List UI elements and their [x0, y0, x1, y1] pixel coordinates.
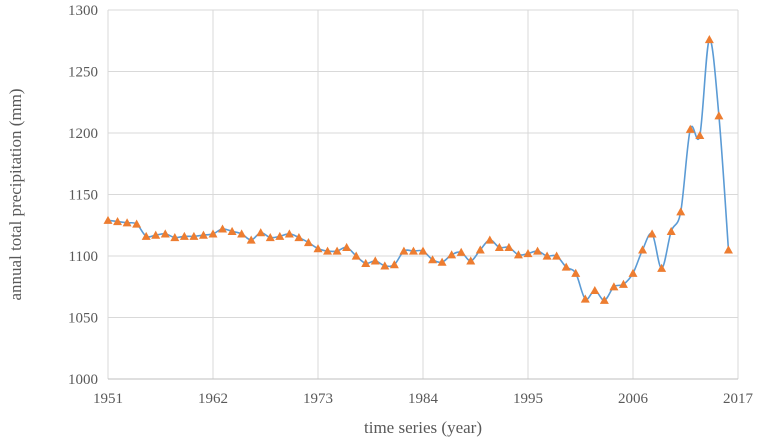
data-point — [294, 233, 304, 242]
data-point — [170, 233, 180, 242]
data-point — [676, 207, 686, 216]
x-tick-label: 1973 — [303, 391, 333, 407]
data-point — [132, 219, 142, 228]
data-point — [628, 268, 638, 277]
data-point — [256, 228, 266, 237]
data-point — [561, 262, 571, 271]
data-point — [198, 230, 208, 239]
data-point — [208, 229, 218, 238]
data-point — [399, 246, 409, 255]
data-point — [657, 263, 667, 272]
x-axis-tick-labels: 1951 1962 1973 1984 1995 2006 2017 — [93, 391, 754, 407]
data-point — [332, 246, 342, 255]
data-point — [408, 246, 418, 255]
y-tick-label: 1250 — [68, 65, 98, 81]
y-tick-label: 1300 — [68, 3, 98, 19]
data-point — [475, 245, 485, 254]
data-point — [428, 255, 438, 264]
data-point — [141, 231, 151, 240]
y-axis-tick-labels: 1000 1050 1100 1150 1200 1250 1300 — [68, 3, 98, 388]
data-point — [494, 242, 504, 251]
x-axis-title: time series (year) — [364, 418, 482, 437]
data-point — [552, 251, 562, 260]
data-point — [447, 250, 457, 259]
x-tick-label: 1951 — [93, 391, 123, 407]
data-point — [351, 251, 361, 260]
data-point — [389, 260, 399, 269]
data-point — [723, 245, 733, 254]
x-tick-label: 1984 — [408, 391, 439, 407]
data-point — [246, 235, 256, 244]
data-point — [179, 231, 189, 240]
data-point — [542, 251, 552, 260]
data-point — [342, 242, 352, 251]
y-axis-title: annual total precipitation (mm) — [6, 89, 25, 301]
data-point — [571, 268, 581, 277]
data-point — [103, 215, 113, 224]
y-tick-label: 1000 — [68, 372, 98, 388]
data-point — [647, 229, 657, 238]
data-point — [303, 237, 313, 247]
data-point — [599, 295, 609, 304]
data-point — [638, 245, 648, 254]
y-tick-label: 1200 — [68, 126, 98, 142]
data-point — [580, 294, 590, 303]
data-point — [218, 224, 228, 233]
x-tick-label: 1995 — [513, 391, 543, 407]
data-point — [523, 249, 533, 258]
data-point — [485, 235, 495, 244]
x-tick-label: 2017 — [723, 391, 754, 407]
data-point — [323, 246, 333, 255]
data-point — [122, 218, 132, 227]
data-point — [704, 35, 714, 44]
data-point — [533, 246, 543, 255]
data-point — [160, 229, 170, 238]
data-point — [456, 247, 466, 256]
data-point — [275, 231, 285, 240]
data-point — [590, 285, 600, 295]
data-point — [237, 229, 247, 238]
data-point — [695, 130, 705, 140]
data-point — [380, 261, 390, 270]
data-point — [685, 124, 695, 133]
y-tick-label: 1150 — [69, 188, 98, 204]
data-point — [370, 256, 380, 265]
data-point — [618, 279, 628, 288]
data-point — [437, 257, 447, 266]
data-point — [418, 246, 428, 255]
data-point — [361, 258, 371, 267]
data-point — [504, 242, 514, 251]
data-point — [284, 229, 294, 238]
y-tick-label: 1050 — [68, 311, 98, 327]
data-point — [466, 256, 476, 265]
data-point — [151, 230, 161, 239]
data-point — [609, 282, 619, 291]
data-point — [189, 231, 199, 240]
gridlines — [107, 9, 739, 379]
series-line — [107, 38, 730, 302]
data-point-markers — [103, 35, 733, 304]
data-point — [313, 244, 323, 253]
data-point — [265, 233, 275, 242]
data-point — [513, 250, 523, 259]
y-tick-label: 1100 — [69, 249, 98, 265]
x-tick-label: 2006 — [618, 391, 649, 407]
data-point — [666, 226, 676, 235]
data-point — [227, 226, 237, 235]
data-point — [714, 111, 724, 120]
data-point — [113, 217, 123, 226]
x-tick-label: 1962 — [198, 391, 228, 407]
